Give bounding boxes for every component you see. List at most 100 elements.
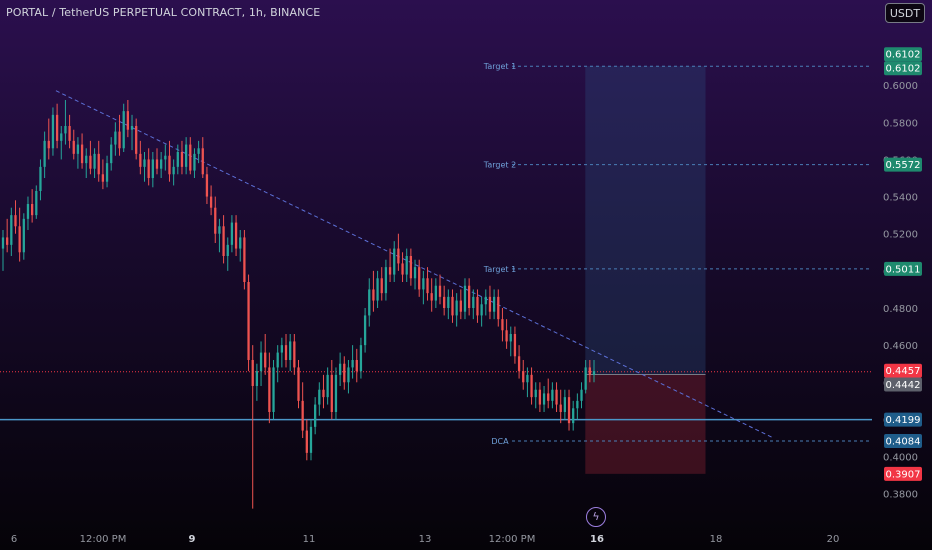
candle-body-63 [264, 352, 267, 368]
price-label-bg-4 [884, 363, 922, 378]
price-label-5: 0.4442 [884, 377, 922, 392]
candle-body-116 [484, 296, 487, 305]
price-label-bg-3 [884, 261, 922, 276]
candle-body-53 [222, 226, 225, 256]
x-tick-label-4: 13 [419, 534, 432, 545]
candle-body-80 [334, 374, 338, 412]
candle-body-113 [472, 296, 475, 308]
candle-body-96 [401, 263, 404, 275]
candle-body-136 [567, 397, 571, 424]
candle-body-75 [314, 404, 317, 427]
candle-body-0 [1, 237, 5, 249]
candle-body-26 [110, 144, 113, 164]
candle-body-8 [35, 191, 38, 216]
candle-body-90 [376, 278, 379, 301]
currency-button[interactable]: USDT [885, 3, 925, 23]
x-tick-label-3: 11 [303, 534, 316, 545]
candle-body-15 [64, 126, 67, 134]
candle-body-25 [105, 163, 109, 182]
candle-body-65 [272, 367, 275, 412]
candle-body-1 [6, 237, 9, 245]
candle-body-141 [588, 367, 591, 375]
candle-body-58 [243, 237, 246, 282]
candle-body-11 [47, 140, 50, 149]
candle-body-122 [509, 334, 512, 342]
candle-body-39 [164, 155, 167, 160]
candle-body-18 [76, 144, 80, 154]
candle-body-139 [580, 389, 583, 401]
candle-body-109 [455, 300, 458, 316]
candle-body-37 [155, 159, 159, 169]
price-label-7: 0.4084 [884, 433, 922, 448]
candle-body-117 [488, 296, 492, 312]
candle-body-29 [122, 111, 125, 149]
price-label-text-0: 0.6102 [886, 50, 921, 61]
candle-body-64 [268, 367, 271, 412]
x-tick-label-5: 12:00 PM [489, 534, 536, 545]
candle-body-107 [447, 296, 450, 308]
lightning-icon[interactable]: ϟ [586, 507, 606, 527]
candle-body-71 [297, 367, 300, 401]
candle-body-36 [151, 159, 154, 178]
candle-body-92 [384, 267, 388, 294]
candle-body-57 [239, 237, 242, 249]
candle-body-66 [276, 352, 279, 368]
candle-body-45 [189, 144, 192, 171]
candle-body-70 [293, 341, 296, 368]
candle-body-85 [355, 360, 358, 372]
price-label-1: 0.6102 [884, 61, 922, 76]
candle-body-84 [351, 360, 354, 368]
price-label-text-7: 0.4084 [886, 436, 921, 447]
price-label-text-2: 0.5572 [886, 160, 921, 171]
candle-body-42 [176, 152, 179, 167]
candle-body-129 [538, 389, 542, 405]
candle-body-6 [26, 204, 30, 219]
y-tick-label-11: 0.3800 [883, 490, 918, 501]
candle-body-52 [218, 226, 221, 234]
candle-body-60 [251, 360, 254, 386]
candle-body-98 [409, 256, 413, 279]
candle-body-28 [118, 131, 121, 149]
price-label-bg-8 [884, 466, 922, 481]
candle-body-82 [343, 363, 346, 383]
candle-body-106 [443, 296, 446, 308]
candle-body-78 [326, 374, 329, 398]
candle-body-105 [438, 285, 442, 297]
candle-body-20 [85, 155, 88, 164]
candle-body-61 [255, 371, 259, 386]
candle-body-72 [301, 400, 304, 431]
candle-body-30 [126, 111, 130, 130]
candle-body-5 [22, 218, 25, 253]
price-label-6: 0.4199 [884, 412, 922, 427]
candle-body-94 [393, 248, 396, 275]
x-tick-label-8: 20 [827, 534, 840, 545]
candle-body-142 [592, 371, 596, 375]
y-tick-label-4: 0.5200 [883, 230, 918, 241]
candle-body-83 [347, 367, 350, 383]
candle-body-99 [413, 267, 417, 279]
candle-body-46 [193, 153, 196, 171]
candle-body-95 [397, 248, 400, 264]
x-tick-label-6: 16 [590, 534, 604, 545]
candle-body-76 [318, 389, 321, 405]
y-tick-label-6: 0.4800 [883, 304, 918, 315]
candle-body-123 [513, 334, 517, 357]
candle-body-140 [584, 367, 587, 390]
candle-body-74 [309, 426, 313, 453]
candle-body-51 [214, 207, 217, 234]
candle-body-27 [114, 131, 117, 145]
candle-body-114 [476, 296, 479, 316]
x-tick-label-7: 18 [710, 534, 723, 545]
level-label-0: Target 1 [483, 62, 516, 71]
candle-body-108 [451, 296, 454, 316]
price-label-text-4: 0.4457 [886, 366, 921, 377]
candle-body-89 [372, 289, 375, 301]
candle-body-54 [226, 244, 229, 256]
candle-body-91 [380, 278, 383, 294]
candle-body-40 [168, 155, 171, 175]
candle-body-77 [322, 389, 325, 398]
candle-body-69 [289, 341, 292, 360]
